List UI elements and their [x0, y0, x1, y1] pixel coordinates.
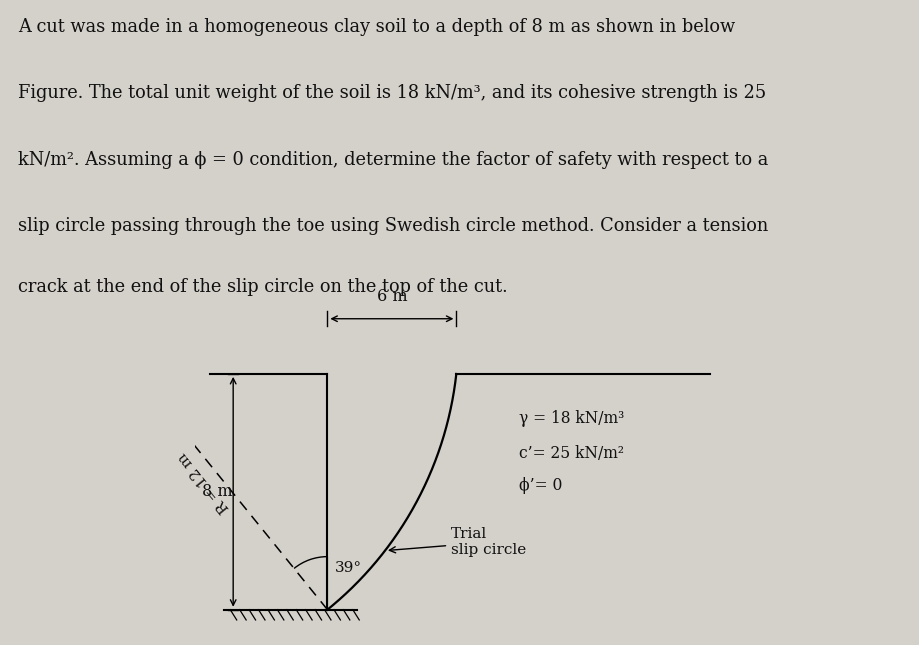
Text: kN/m². Assuming a ϕ = 0 condition, determine the factor of safety with respect t: kN/m². Assuming a ϕ = 0 condition, deter…	[18, 151, 767, 169]
Text: c’= 25 kN/m²: c’= 25 kN/m²	[518, 445, 623, 462]
Text: crack at the end of the slip circle on the top of the cut.: crack at the end of the slip circle on t…	[18, 278, 507, 296]
Text: Figure. The total unit weight of the soil is 18 kN/m³, and its cohesive strength: Figure. The total unit weight of the soi…	[18, 84, 766, 102]
Text: 6 m: 6 m	[376, 288, 407, 306]
Text: A cut was made in a homogeneous clay soil to a depth of 8 m as shown in below: A cut was made in a homogeneous clay soi…	[18, 17, 735, 35]
Text: slip circle passing through the toe using Swedish circle method. Consider a tens: slip circle passing through the toe usin…	[18, 217, 767, 235]
Text: γ = 18 kN/m³: γ = 18 kN/m³	[518, 410, 623, 427]
Text: R = 12 m: R = 12 m	[176, 450, 232, 515]
Text: 8 m: 8 m	[201, 483, 232, 501]
Text: ϕ’= 0: ϕ’= 0	[518, 477, 562, 495]
Text: Trial
slip circle: Trial slip circle	[389, 527, 526, 557]
Text: 39°: 39°	[335, 561, 361, 575]
